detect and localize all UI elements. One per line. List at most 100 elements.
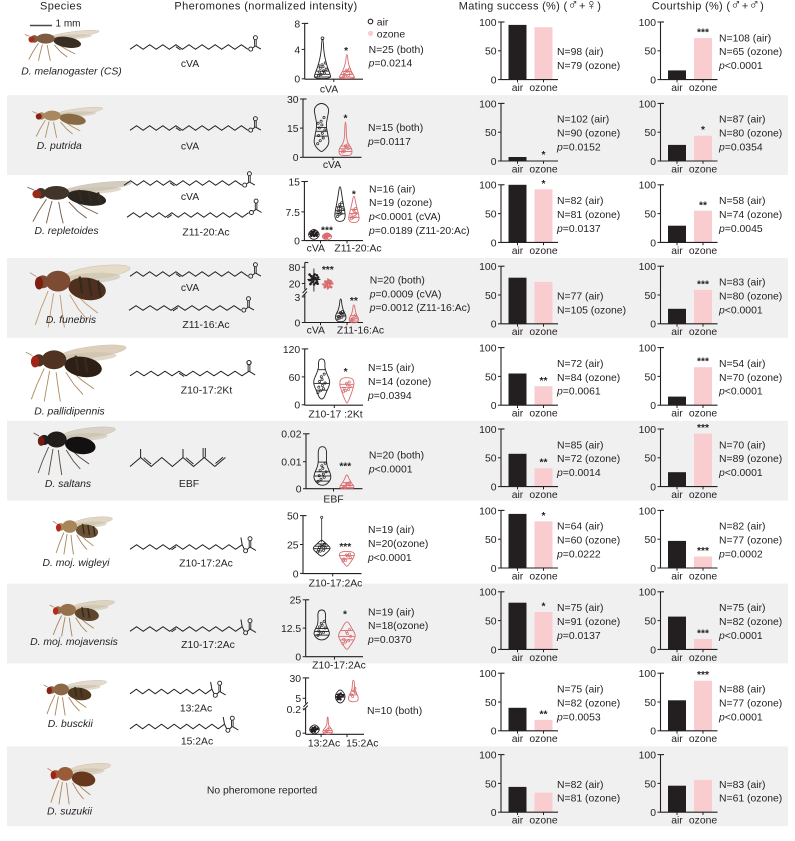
svg-text:N=75 (air): N=75 (air) xyxy=(719,603,765,614)
svg-text:15:2Ac: 15:2Ac xyxy=(181,737,213,748)
svg-text:EBF: EBF xyxy=(323,494,343,505)
svg-text:0: 0 xyxy=(293,569,299,580)
svg-text:100: 100 xyxy=(479,751,497,762)
svg-text:N=81 (ozone): N=81 (ozone) xyxy=(557,794,620,805)
svg-text:**: ** xyxy=(540,709,548,720)
svg-text:0: 0 xyxy=(491,483,497,494)
svg-text:air: air xyxy=(512,409,524,420)
svg-text:0: 0 xyxy=(491,401,497,412)
svg-text:N=108 (air): N=108 (air) xyxy=(719,33,771,44)
svg-text:50: 50 xyxy=(485,454,497,465)
svg-text:p=0.0189 (Z11-20:Ac): p=0.0189 (Z11-20:Ac) xyxy=(368,226,470,237)
svg-text:N=74 (ozone): N=74 (ozone) xyxy=(719,210,782,221)
svg-text:air: air xyxy=(512,246,524,257)
svg-text:D. moj. mojavensis: D. moj. mojavensis xyxy=(30,637,118,648)
svg-text:cVA: cVA xyxy=(323,160,341,171)
svg-text:N=61 (ozone): N=61 (ozone) xyxy=(719,794,782,805)
svg-text:8: 8 xyxy=(294,19,300,30)
svg-text:p=0.0061: p=0.0061 xyxy=(556,387,601,398)
svg-text:N=70 (ozone): N=70 (ozone) xyxy=(719,373,782,384)
svg-text:ozone: ozone xyxy=(689,409,718,420)
svg-text:N=82 (air): N=82 (air) xyxy=(557,196,603,207)
svg-text:*: * xyxy=(352,189,356,200)
svg-text:50: 50 xyxy=(644,535,656,546)
svg-text:0: 0 xyxy=(491,727,497,738)
svg-text:ozone: ozone xyxy=(689,571,718,582)
svg-text:25: 25 xyxy=(287,540,299,551)
svg-text:0: 0 xyxy=(650,645,656,656)
svg-text:N=77 (ozone): N=77 (ozone) xyxy=(719,536,782,547)
svg-text:0: 0 xyxy=(491,564,497,575)
svg-text:0: 0 xyxy=(650,564,656,575)
svg-text:0: 0 xyxy=(650,320,656,331)
svg-text:N=19 (air): N=19 (air) xyxy=(368,607,414,618)
svg-text:p<0.0001: p<0.0001 xyxy=(368,465,413,476)
svg-text:***: *** xyxy=(697,670,709,681)
svg-text:***: *** xyxy=(321,225,333,236)
svg-text:**: ** xyxy=(540,458,548,469)
svg-text:50: 50 xyxy=(287,512,299,523)
svg-text:N=81 (ozone): N=81 (ozone) xyxy=(557,210,620,221)
svg-text:100: 100 xyxy=(479,588,497,599)
svg-text:50: 50 xyxy=(485,210,497,221)
svg-text:N=91 (ozone): N=91 (ozone) xyxy=(557,617,620,628)
svg-text:N=20(ozone): N=20(ozone) xyxy=(368,539,428,550)
svg-text:100: 100 xyxy=(639,506,657,517)
svg-text:air: air xyxy=(512,734,524,745)
svg-text:N=70 (air): N=70 (air) xyxy=(719,440,765,451)
svg-text:0: 0 xyxy=(491,76,497,87)
svg-text:50: 50 xyxy=(644,372,656,383)
svg-text:p<0.0001: p<0.0001 xyxy=(367,553,412,564)
svg-text:air: air xyxy=(512,490,524,501)
svg-text:cVA: cVA xyxy=(181,142,199,153)
svg-text:0: 0 xyxy=(295,318,301,329)
svg-text:7.5: 7.5 xyxy=(285,208,300,219)
svg-text:Z10-17:2Ac: Z10-17:2Ac xyxy=(179,559,233,570)
svg-text:100: 100 xyxy=(639,669,657,680)
svg-text:50: 50 xyxy=(485,128,497,139)
svg-text:D. suzukii: D. suzukii xyxy=(47,807,93,818)
svg-text:*: * xyxy=(344,46,348,57)
svg-text:Pheromones (normalized intensi: Pheromones (normalized intensity) xyxy=(174,1,357,13)
svg-text:100: 100 xyxy=(639,18,657,29)
svg-text:N=77 (air): N=77 (air) xyxy=(557,291,603,302)
svg-text:N=83 (air): N=83 (air) xyxy=(719,780,765,791)
svg-text:N=82 (air): N=82 (air) xyxy=(719,522,765,533)
svg-text:100: 100 xyxy=(639,344,657,355)
svg-text:N=20 (both): N=20 (both) xyxy=(369,451,424,462)
svg-text:p=0.0045: p=0.0045 xyxy=(718,224,763,235)
svg-text:15: 15 xyxy=(287,124,299,135)
svg-text:air: air xyxy=(512,83,524,94)
svg-text:***: *** xyxy=(697,28,709,39)
svg-text:50: 50 xyxy=(644,454,656,465)
svg-text:p=0.0053: p=0.0053 xyxy=(556,712,601,723)
svg-text:Z11-16:Ac: Z11-16:Ac xyxy=(182,320,229,331)
svg-text:D. funebris: D. funebris xyxy=(46,315,96,326)
svg-text:ozone: ozone xyxy=(529,816,558,827)
svg-text:air: air xyxy=(671,327,683,338)
svg-text:p=0.0222: p=0.0222 xyxy=(556,550,601,561)
svg-text:100: 100 xyxy=(639,588,657,599)
svg-text:ozone: ozone xyxy=(529,571,558,582)
svg-text:0: 0 xyxy=(650,238,656,249)
svg-text:Courtship (%) (♂+♂): Courtship (%) (♂+♂) xyxy=(652,0,764,14)
svg-text:0: 0 xyxy=(650,727,656,738)
svg-text:air: air xyxy=(671,83,683,94)
svg-text:p<0.0001: p<0.0001 xyxy=(718,631,763,642)
svg-text:cVA: cVA xyxy=(181,192,199,203)
svg-text:ozone: ozone xyxy=(689,327,718,338)
svg-text:1 mm: 1 mm xyxy=(56,18,81,29)
svg-text:***: *** xyxy=(339,462,351,473)
svg-text:N=88 (air): N=88 (air) xyxy=(719,685,765,696)
svg-text:ozone: ozone xyxy=(377,30,406,41)
svg-text:p=0.0012 (Z11-16:Ac): p=0.0012 (Z11-16:Ac) xyxy=(369,303,471,314)
svg-text:Species: Species xyxy=(40,1,82,13)
svg-text:N=16 (air): N=16 (air) xyxy=(369,184,415,195)
svg-text:N=58 (air): N=58 (air) xyxy=(719,196,765,207)
svg-text:p=0.0137: p=0.0137 xyxy=(556,631,601,642)
svg-text:N=72 (air): N=72 (air) xyxy=(557,359,603,370)
svg-text:120: 120 xyxy=(283,345,301,356)
svg-text:N=75 (air): N=75 (air) xyxy=(557,603,603,614)
svg-text:ozone: ozone xyxy=(529,246,558,257)
svg-text:100: 100 xyxy=(479,506,497,517)
